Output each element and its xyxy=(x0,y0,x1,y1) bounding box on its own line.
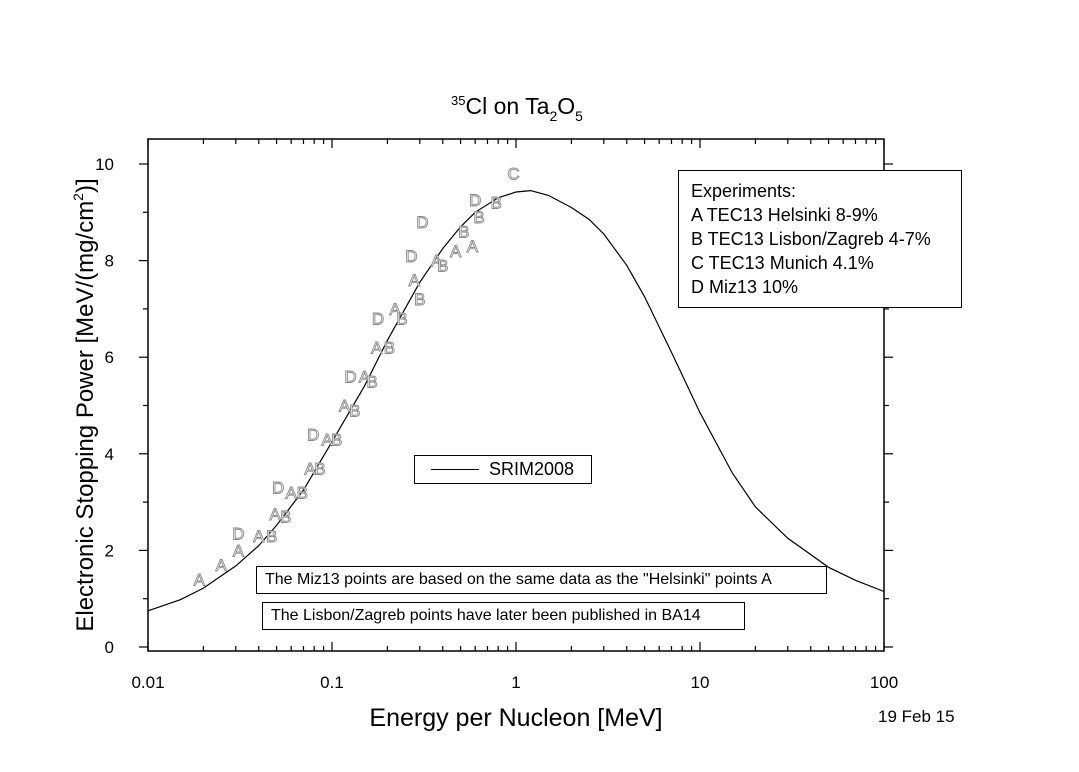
y-tick-label: 2 xyxy=(105,541,114,560)
data-point-b: B xyxy=(331,430,342,449)
legend-curve: SRIM2008 xyxy=(414,455,592,484)
data-point-a: A xyxy=(321,430,333,449)
data-point-a: A xyxy=(371,339,383,358)
data-point-b: B xyxy=(280,508,291,527)
data-point-d: D xyxy=(372,310,384,329)
annotation-lisbon: The Lisbon/Zagreb points have later been… xyxy=(262,602,745,630)
y-tick-labels: 0 2 4 6 8 10 xyxy=(95,155,114,657)
annotation-miz13: The Miz13 points are based on the same d… xyxy=(256,566,827,594)
data-point-c: C xyxy=(507,165,519,184)
y-tick-label: 6 xyxy=(105,348,114,367)
axis-ticks xyxy=(139,139,893,651)
data-point-a: A xyxy=(216,556,228,575)
y-axis-label-main: Electronic Stopping Power [MeV/(mg/cm xyxy=(72,201,99,632)
data-point-b: B xyxy=(314,459,325,478)
data-point-d: D xyxy=(232,524,244,543)
data-point-d: D xyxy=(272,479,284,498)
title-element: Cl xyxy=(466,93,488,119)
data-point-b: B xyxy=(396,310,407,329)
data-point-a: A xyxy=(304,459,316,478)
legend-curve-label: SRIM2008 xyxy=(489,459,575,479)
y-axis-label-end: )] xyxy=(72,178,99,193)
x-tick-label: 1 xyxy=(511,673,520,692)
y-tick-label: 0 xyxy=(105,638,114,657)
data-point-d: D xyxy=(469,191,481,210)
data-point-b: B xyxy=(458,223,469,242)
data-point-b: B xyxy=(297,483,308,502)
data-point-b: B xyxy=(349,401,360,420)
title-on: on Ta xyxy=(487,93,549,119)
chart-title: 35Cl on Ta2O5 xyxy=(451,93,583,124)
data-point-a: A xyxy=(286,483,298,502)
legend-curve-line xyxy=(431,469,479,470)
x-tick-label: 0.01 xyxy=(131,673,164,692)
data-point-a: A xyxy=(389,300,401,319)
y-tick-label: 8 xyxy=(105,252,114,271)
x-axis-label: Energy per Nucleon [MeV] xyxy=(369,704,662,732)
data-point-a: A xyxy=(431,252,443,271)
x-tick-label: 100 xyxy=(870,673,898,692)
data-point-b: B xyxy=(414,290,425,309)
legend-entry-b: B TEC13 Lisbon/Zagreb 4-7% xyxy=(691,229,931,249)
x-tick-label: 10 xyxy=(691,673,710,692)
data-point-a: A xyxy=(339,397,351,416)
legend-entry-d: D Miz13 10% xyxy=(691,277,799,297)
title-o: O xyxy=(557,93,575,119)
date-stamp: 19 Feb 15 xyxy=(878,707,955,726)
title-sub1: 2 xyxy=(549,108,557,124)
data-point-b: B xyxy=(437,256,448,275)
y-tick-label: 10 xyxy=(95,155,114,174)
data-point-d: D xyxy=(405,247,417,266)
data-point-b: B xyxy=(266,527,277,546)
data-point-d: D xyxy=(344,368,356,387)
legend-experiments-title: Experiments: xyxy=(691,181,797,201)
data-point-a: A xyxy=(409,271,421,290)
data-point-a: A xyxy=(467,237,479,256)
data-point-a: A xyxy=(233,541,245,560)
data-point-a: A xyxy=(253,527,265,546)
legend-entry-a: A TEC13 Helsinki 8-9% xyxy=(691,205,878,225)
data-point-b: B xyxy=(490,194,501,213)
x-tick-labels: 0.01 0.1 1 10 100 xyxy=(131,673,898,692)
annotation-lisbon-text: The Lisbon/Zagreb points have later been… xyxy=(271,607,701,624)
title-sub2: 5 xyxy=(575,108,583,124)
data-point-d: D xyxy=(307,425,319,444)
data-point-a: A xyxy=(450,242,462,261)
legend-entry-c: C TEC13 Munich 4.1% xyxy=(691,253,874,273)
y-tick-label: 4 xyxy=(105,445,114,464)
y-axis-label: Electronic Stopping Power [MeV/(mg/cm2)] xyxy=(70,178,99,631)
title-mass-number: 35 xyxy=(451,93,465,108)
y-axis-label-sup: 2 xyxy=(70,193,86,201)
data-point-b: B xyxy=(366,372,377,391)
data-point-a: A xyxy=(269,505,281,524)
data-point-a: A xyxy=(194,570,206,589)
data-point-a: A xyxy=(359,368,371,387)
data-point-d: D xyxy=(416,213,428,232)
data-point-b: B xyxy=(473,208,484,227)
annotation-miz13-text: The Miz13 points are based on the same d… xyxy=(265,571,772,588)
legend-experiments: Experiments: A TEC13 Helsinki 8-9% B TEC… xyxy=(678,170,962,308)
x-tick-label: 0.1 xyxy=(320,673,344,692)
srim-curve xyxy=(147,189,885,612)
data-point-b: B xyxy=(384,339,395,358)
